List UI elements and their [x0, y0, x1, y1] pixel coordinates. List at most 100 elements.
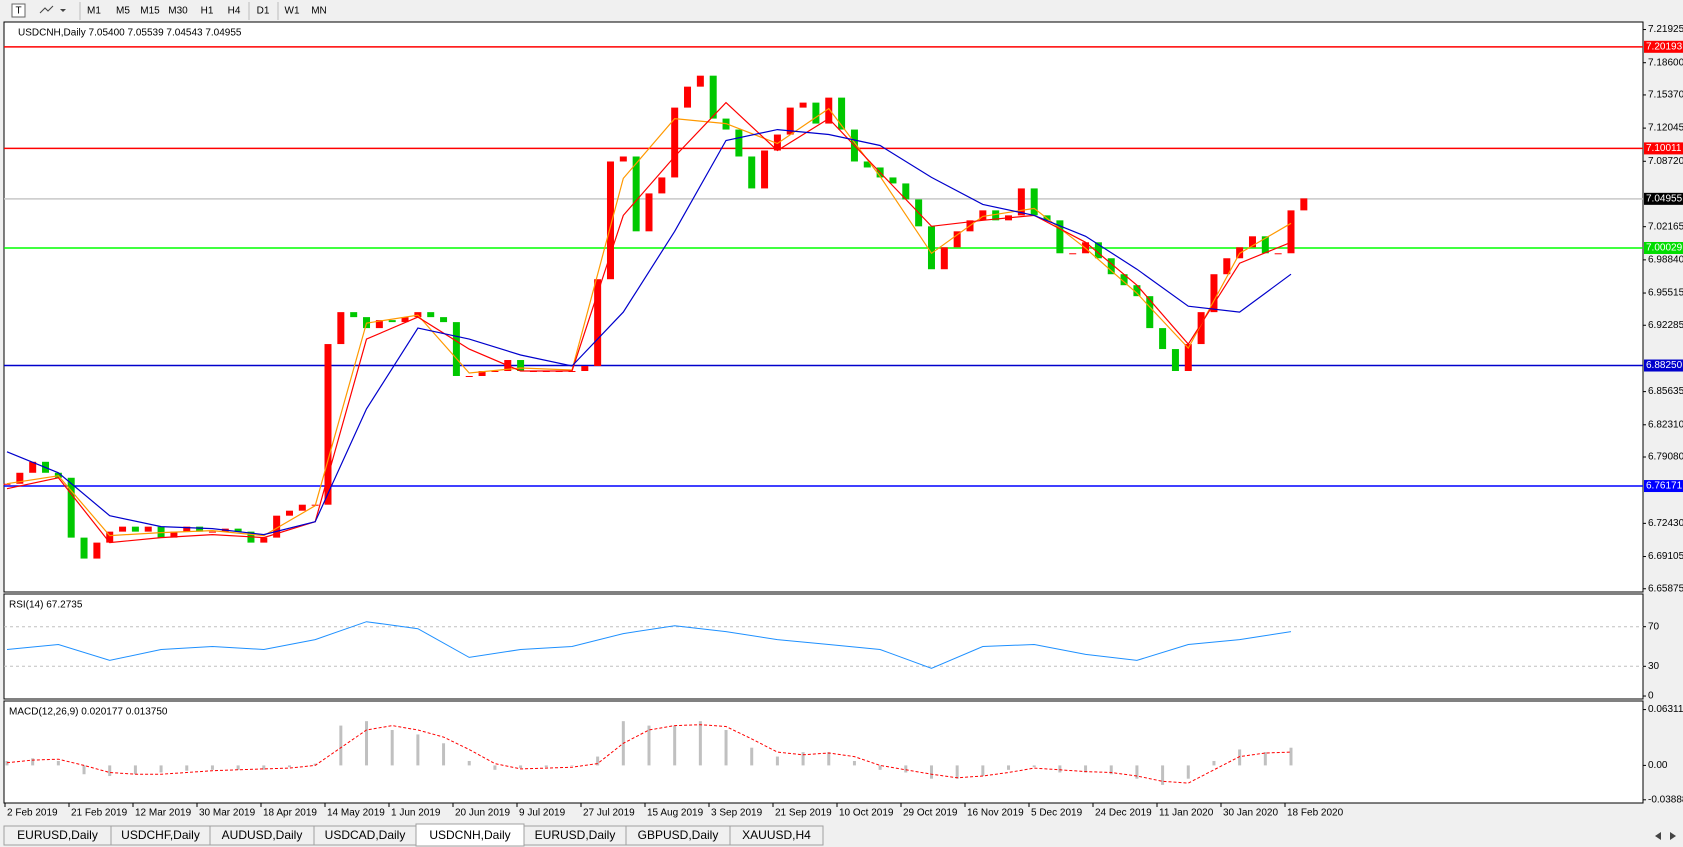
y-tick-label: 6.98840: [1648, 254, 1683, 265]
tab-label[interactable]: EURUSD,Daily: [17, 828, 98, 842]
price-level-label: 6.88250: [1646, 360, 1683, 371]
macd-bar: [442, 743, 446, 766]
x-tick-label: 21 Sep 2019: [775, 808, 832, 819]
candle-body: [170, 531, 178, 538]
macd-bar: [1161, 765, 1165, 785]
x-tick-label: 30 Jan 2020: [1223, 808, 1278, 819]
objects-icon[interactable]: [39, 5, 54, 14]
tab-label[interactable]: USDCNH,Daily: [429, 828, 510, 842]
timeframe-button[interactable]: MN: [311, 6, 327, 17]
candle-body: [696, 75, 704, 87]
candle-body: [658, 177, 666, 194]
timeframe-button[interactable]: D1: [257, 6, 270, 17]
x-tick-label: 1 Jun 2019: [391, 808, 441, 819]
candle-body: [1107, 258, 1115, 275]
macd-bar: [1289, 747, 1293, 766]
x-tick-label: 21 Feb 2019: [71, 808, 128, 819]
macd-bar: [108, 765, 112, 777]
candle-body: [1184, 344, 1192, 372]
candle-body: [594, 279, 602, 367]
candle-body: [1120, 274, 1128, 286]
timeframe-button[interactable]: H1: [201, 6, 214, 17]
tab-label[interactable]: USDCHF,Daily: [121, 828, 200, 842]
candle-body: [1069, 253, 1077, 255]
candle-body: [1197, 312, 1205, 345]
tab-label[interactable]: AUDUSD,Daily: [222, 828, 303, 842]
macd-bar: [185, 765, 189, 771]
y-tick-label: 7.08720: [1648, 156, 1683, 167]
panel-frame: [3, 700, 1644, 804]
candle-body: [581, 366, 589, 372]
macd-bar: [133, 765, 137, 775]
dropdown-arrow[interactable]: [60, 9, 66, 12]
tab-label[interactable]: GBPUSD,Daily: [638, 828, 719, 842]
y-tick-label: 6.92285: [1648, 320, 1683, 331]
tab-label[interactable]: USDCAD,Daily: [325, 828, 406, 842]
macd-bar: [544, 765, 548, 768]
timeframe-button[interactable]: W1: [285, 6, 300, 17]
candle-body: [735, 129, 743, 157]
price-level-box: [1644, 241, 1683, 254]
tab-scroll-left[interactable]: [1655, 832, 1661, 840]
macd-bar: [210, 765, 214, 770]
panel-title: MACD(12,26,9) 0.020177 0.013750: [9, 707, 168, 718]
price-level-box: [1644, 192, 1683, 205]
macd-bar: [287, 765, 291, 768]
candle-body: [80, 537, 88, 559]
x-tick-label: 5 Dec 2019: [1031, 808, 1083, 819]
candle-body: [234, 528, 242, 532]
candle-body: [196, 526, 204, 532]
y-tick-label: 6.85635: [1648, 386, 1683, 397]
candle-body: [761, 150, 769, 189]
macd-bar: [519, 765, 523, 769]
tab-scroll-right[interactable]: [1670, 832, 1676, 840]
candle-body: [1056, 220, 1064, 254]
timeframe-button[interactable]: M30: [168, 6, 188, 17]
timeframe-button[interactable]: H4: [228, 6, 241, 17]
candle-body: [1274, 253, 1282, 255]
macd-bar: [673, 725, 677, 766]
x-tick-label: 29 Oct 2019: [903, 808, 958, 819]
price-level-label: 7.10011: [1646, 143, 1682, 154]
moving-average: [6, 128, 1292, 536]
x-tick-label: 16 Nov 2019: [967, 808, 1024, 819]
timeframe-button[interactable]: M5: [116, 6, 130, 17]
tab[interactable]: [729, 825, 824, 846]
timeframe-button[interactable]: M15: [140, 6, 160, 17]
candle-body: [645, 193, 653, 232]
macd-bar: [878, 765, 882, 770]
candle-body: [93, 542, 101, 559]
candle-body: [1210, 274, 1218, 313]
macd-bar: [904, 765, 908, 773]
x-tick-label: 18 Apr 2019: [263, 808, 317, 819]
candle-body: [619, 156, 627, 162]
candle-body: [709, 75, 717, 119]
timeframe-button[interactable]: M1: [87, 6, 101, 17]
macd-bar: [750, 747, 754, 766]
panel-frame: [3, 593, 1644, 700]
price-level-box: [1644, 480, 1683, 493]
candle-body: [606, 161, 614, 280]
macd-bar: [5, 760, 9, 766]
macd-bar: [159, 765, 163, 773]
tab-label[interactable]: XAUUSD,H4: [742, 828, 811, 842]
macd-bar: [1032, 765, 1036, 768]
text-tool-icon[interactable]: [11, 3, 26, 18]
candle-body: [131, 526, 139, 532]
candle-body: [1017, 188, 1025, 216]
y-tick-label: 30: [1648, 661, 1660, 672]
candle-body: [16, 472, 24, 484]
toolbar: [0, 0, 1683, 22]
x-tick-label: 27 Jul 2019: [583, 808, 635, 819]
panel-title: RSI(14) 67.2735: [9, 600, 83, 611]
candle-body: [1030, 188, 1038, 216]
candle-body: [1146, 296, 1154, 329]
macd-bar: [390, 730, 394, 766]
price-level-box: [1644, 142, 1683, 155]
macd-bar: [467, 760, 471, 766]
macd-bar: [981, 765, 985, 777]
tab-label[interactable]: EURUSD,Daily: [535, 828, 616, 842]
candle-body: [324, 344, 332, 505]
candle-body: [1133, 285, 1141, 297]
